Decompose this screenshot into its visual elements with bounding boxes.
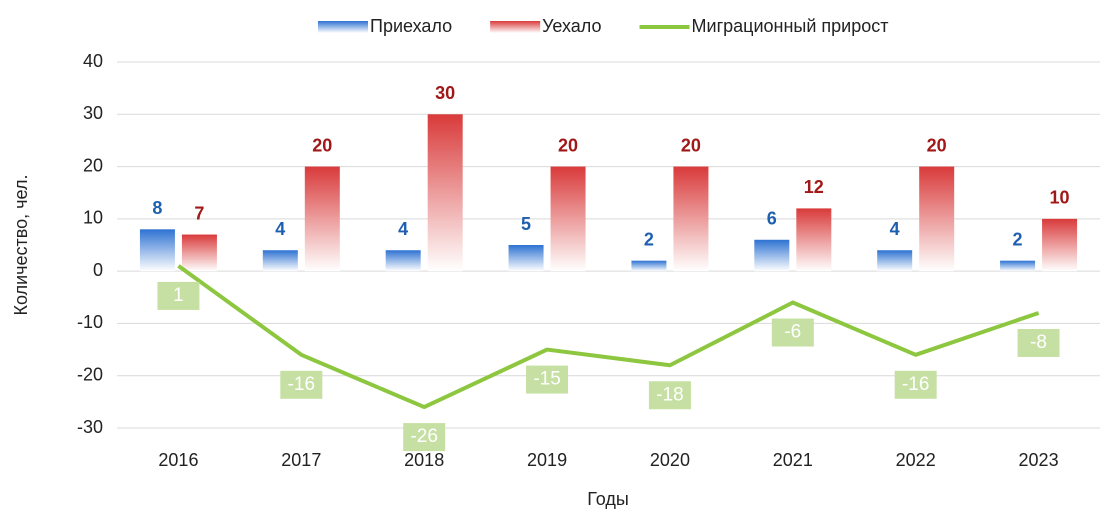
value-label: 20 — [312, 135, 332, 155]
value-label-box — [648, 381, 691, 410]
y-tick-label: 0 — [93, 260, 103, 280]
bar — [1000, 260, 1036, 272]
y-tick-label: 40 — [83, 51, 103, 71]
value-label-box — [894, 370, 937, 399]
value-label: 7 — [194, 203, 204, 223]
value-label: -15 — [533, 369, 560, 390]
y-tick-label: -10 — [77, 312, 103, 332]
y-axis-title: Количество, чел. — [11, 175, 31, 316]
value-label: 12 — [804, 177, 824, 197]
bar — [796, 208, 832, 272]
x-axis-title: Годы — [587, 489, 629, 509]
bar — [673, 166, 709, 272]
y-tick-label: 30 — [83, 103, 103, 123]
y-tick-label: 10 — [83, 208, 103, 228]
value-label: 6 — [767, 209, 777, 229]
value-label: 2 — [1013, 229, 1023, 249]
bar — [919, 166, 955, 272]
legend-label: Приехало — [370, 16, 452, 36]
bar — [139, 229, 175, 272]
x-tick-label: 2020 — [650, 450, 690, 470]
value-label: 10 — [1050, 188, 1070, 208]
value-label: 4 — [275, 219, 285, 239]
value-label-box — [403, 423, 446, 452]
value-label-box — [771, 318, 814, 347]
value-label: 2 — [644, 229, 654, 249]
x-tick-label: 2021 — [773, 450, 813, 470]
bar — [304, 166, 340, 272]
bar — [754, 239, 790, 272]
y-tick-label: -20 — [77, 364, 103, 384]
value-label: 5 — [521, 214, 531, 234]
bar — [550, 166, 586, 272]
value-label: 4 — [890, 219, 900, 239]
line — [177, 264, 1040, 410]
legend-label: Уехало — [542, 16, 601, 36]
value-label: -6 — [784, 322, 801, 343]
bar — [427, 114, 463, 272]
x-tick-label: 2018 — [404, 450, 444, 470]
bar — [877, 250, 913, 272]
value-label: 20 — [558, 135, 578, 155]
value-label-box — [1017, 328, 1060, 357]
value-label-box — [526, 365, 569, 394]
value-label: 30 — [435, 83, 455, 103]
value-label: 1 — [173, 285, 184, 306]
value-label: -16 — [288, 374, 315, 395]
bar — [631, 260, 667, 272]
value-label: 4 — [398, 219, 408, 239]
value-label: 20 — [681, 135, 701, 155]
x-tick-label: 2019 — [527, 450, 567, 470]
bar — [1042, 218, 1078, 272]
x-tick-label: 2023 — [1019, 450, 1059, 470]
bar — [385, 250, 421, 272]
value-label-box — [280, 370, 323, 399]
x-tick-label: 2017 — [281, 450, 321, 470]
bar — [508, 245, 544, 272]
bar — [262, 250, 298, 272]
legend-swatch — [490, 21, 541, 33]
value-label-box — [157, 281, 200, 310]
legend-swatch — [318, 21, 368, 33]
value-label: -16 — [902, 374, 929, 395]
value-label: 20 — [927, 135, 947, 155]
value-label: 8 — [152, 198, 162, 218]
value-label: -26 — [410, 426, 437, 447]
x-tick-label: 2016 — [158, 450, 198, 470]
legend-label: Миграционный прирост — [692, 16, 889, 36]
y-tick-label: 20 — [83, 155, 103, 175]
x-tick-label: 2022 — [896, 450, 936, 470]
value-label: -8 — [1030, 332, 1047, 353]
y-tick-label: -30 — [77, 417, 103, 437]
value-label: -18 — [656, 384, 683, 405]
bar — [181, 234, 217, 272]
